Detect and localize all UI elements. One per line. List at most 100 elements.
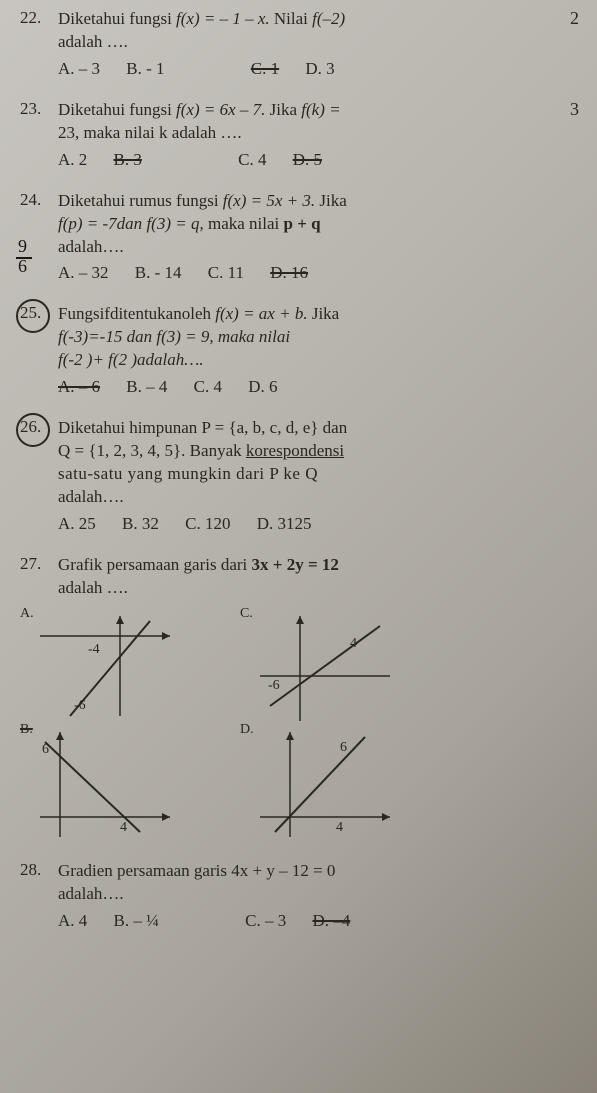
q22-options: A. – 3 B. - 1 C. 1 D. 3 — [58, 58, 558, 81]
q24-c: C. 11 — [208, 262, 244, 285]
q27-graph-d: D. 6 4 — [240, 722, 400, 842]
q27-graph-row-1: A. -4 -6 C. — [20, 606, 583, 726]
q28-body: Gradien persamaan garis 4x + y – 12 = 0 … — [58, 860, 558, 933]
q22-fx: f(x) = – 1 – x. — [176, 9, 270, 28]
q24-l2c: maka nilai — [208, 214, 279, 233]
q23-b: B. 3 — [114, 149, 142, 172]
question-26: 26. Diketahui himpunan P = {a, b, c, d, … — [20, 417, 583, 536]
q24-l2a: f(p) = -7dan — [58, 214, 142, 233]
q22-number: 22. — [20, 8, 54, 28]
q24-a: A. – 32 — [58, 262, 109, 285]
q23-t3: 23, maka nilai k adalah …. — [58, 123, 242, 142]
q24-b: B. - 14 — [135, 262, 182, 285]
q27-c-x: -6 — [268, 678, 280, 694]
q23-fx: f(x) = 6x – 7. — [176, 100, 265, 119]
q25-b: B. – 4 — [126, 376, 167, 399]
q26-l2b: korespondensi — [246, 441, 344, 460]
q28-a: A. 4 — [58, 910, 87, 933]
q26-b: B. 32 — [122, 513, 159, 536]
q22-a: A. – 3 — [58, 58, 100, 81]
q26-l3: satu-satu yang mungkin dari P ke Q — [58, 464, 318, 483]
q24-number: 24. — [20, 190, 54, 210]
q23-t2: Jika — [270, 100, 297, 119]
q25-t1: Fungsifditentukanoleh — [58, 304, 211, 323]
q24-l3: adalah…. — [58, 237, 124, 256]
q23-number: 23. — [20, 99, 54, 119]
page-cut-2: 2 — [570, 8, 579, 29]
q28-t2: adalah…. — [58, 884, 124, 903]
q27-eq: 3x + 2y = 12 — [252, 555, 339, 574]
q27-a-yneg: -4 — [88, 642, 100, 658]
q23-options: A. 2 B. 3 C. 4 D. 5 — [58, 149, 558, 172]
q23-a: A. 2 — [58, 149, 87, 172]
q24-d: D. 16 — [270, 262, 308, 285]
q27-graph-row-2: B. 6 4 D. — [20, 722, 583, 842]
q27-t1: Grafik persamaan garis dari — [58, 555, 247, 574]
graph-d-svg — [240, 722, 400, 842]
q23-c: C. 4 — [238, 149, 266, 172]
q27-d-y: 6 — [340, 740, 347, 756]
q26-options: A. 25 B. 32 C. 120 D. 3125 — [58, 513, 558, 536]
q25-fx: f(x) = ax + b. — [215, 304, 307, 323]
q24-t1: Diketahui rumus fungsi — [58, 191, 219, 210]
q28-options: A. 4 B. – ¼ C. – 3 D. –4 — [58, 910, 558, 933]
exam-page: 2 22. Diketahui fungsi f(x) = – 1 – x. N… — [0, 0, 597, 941]
q28-c: C. – 3 — [245, 910, 286, 933]
q24-l2b: f(3) = q, — [146, 214, 203, 233]
page-cut-3: 3 — [570, 99, 579, 120]
q26-l2a: Q = {1, 2, 3, 4, 5}. Banyak — [58, 441, 242, 460]
q23-fk: f(k) = — [301, 100, 340, 119]
q26-l4: adalah…. — [58, 487, 124, 506]
q27-label-d: D. — [240, 722, 254, 738]
q24-handnote-top: 9 — [18, 236, 27, 257]
q24-options: A. – 32 B. - 14 C. 11 D. 16 — [58, 262, 558, 285]
q25-l2: f(-3)=-15 dan f(3) = 9, maka nilai — [58, 327, 290, 346]
q27-graph-b: B. 6 4 — [20, 722, 180, 842]
q22-c: C. 1 — [251, 58, 279, 81]
q28-eq: 4x + y – 12 = 0 — [231, 861, 335, 880]
q26-number: 26. — [20, 417, 54, 437]
q26-c: C. 120 — [185, 513, 230, 536]
q24-t2: Jika — [319, 191, 346, 210]
q25-number: 25. — [20, 303, 54, 323]
q26-d: D. 3125 — [257, 513, 312, 536]
q25-a: A. – 6 — [58, 376, 100, 399]
q26-a: A. 25 — [58, 513, 96, 536]
q27-graph-c: C. 4 -6 — [240, 606, 400, 726]
q26-body: Diketahui himpunan P = {a, b, c, d, e} d… — [58, 417, 558, 536]
q22-t2: Nilai — [274, 9, 308, 28]
q25-t2: Jika — [312, 304, 339, 323]
q28-d: D. –4 — [312, 910, 350, 933]
q24-l2d: p + q — [284, 214, 321, 233]
q25-options: A. – 6 B. – 4 C. 4 D. 6 — [58, 376, 558, 399]
q25-c: C. 4 — [194, 376, 222, 399]
q25-l3: f(-2 )+ f(2 )adalah…. — [58, 350, 204, 369]
fraction-bar-icon — [16, 256, 34, 260]
q23-body: Diketahui fungsi f(x) = 6x – 7. Jika f(k… — [58, 99, 558, 172]
q22-t1: Diketahui fungsi — [58, 9, 172, 28]
q27-body: Grafik persamaan garis dari 3x + 2y = 12… — [58, 554, 558, 600]
graph-b-svg — [20, 722, 180, 842]
q28-t1: Gradien persamaan garis — [58, 861, 227, 880]
q27-c-y: 4 — [350, 636, 357, 652]
q27-number: 27. — [20, 554, 54, 574]
q22-t3: adalah …. — [58, 32, 128, 51]
q27-graph-a: A. -4 -6 — [20, 606, 180, 726]
q27-label-c: C. — [240, 606, 253, 622]
q27-t2: adalah …. — [58, 578, 128, 597]
q26-t1: Diketahui himpunan P = {a, b, c, d, e} d… — [58, 418, 347, 437]
q25-body: Fungsifditentukanoleh f(x) = ax + b. Jik… — [58, 303, 558, 399]
q25-d: D. 6 — [248, 376, 277, 399]
q27-label-a: A. — [20, 606, 34, 622]
q23-d: D. 5 — [293, 149, 322, 172]
q27-b-x: 4 — [120, 820, 127, 836]
q24-fx: f(x) = 5x + 3. — [223, 191, 315, 210]
question-22: 2 22. Diketahui fungsi f(x) = – 1 – x. N… — [20, 8, 583, 81]
question-23: 3 23. Diketahui fungsi f(x) = 6x – 7. Ji… — [20, 99, 583, 172]
q27-a-xneg: -6 — [74, 698, 86, 714]
q28-b: B. – ¼ — [114, 910, 159, 933]
q22-fm2: f(–2) — [312, 9, 345, 28]
graph-c-svg — [240, 606, 400, 726]
q22-b: B. - 1 — [126, 58, 164, 81]
question-27: 27. Grafik persamaan garis dari 3x + 2y … — [20, 554, 583, 842]
